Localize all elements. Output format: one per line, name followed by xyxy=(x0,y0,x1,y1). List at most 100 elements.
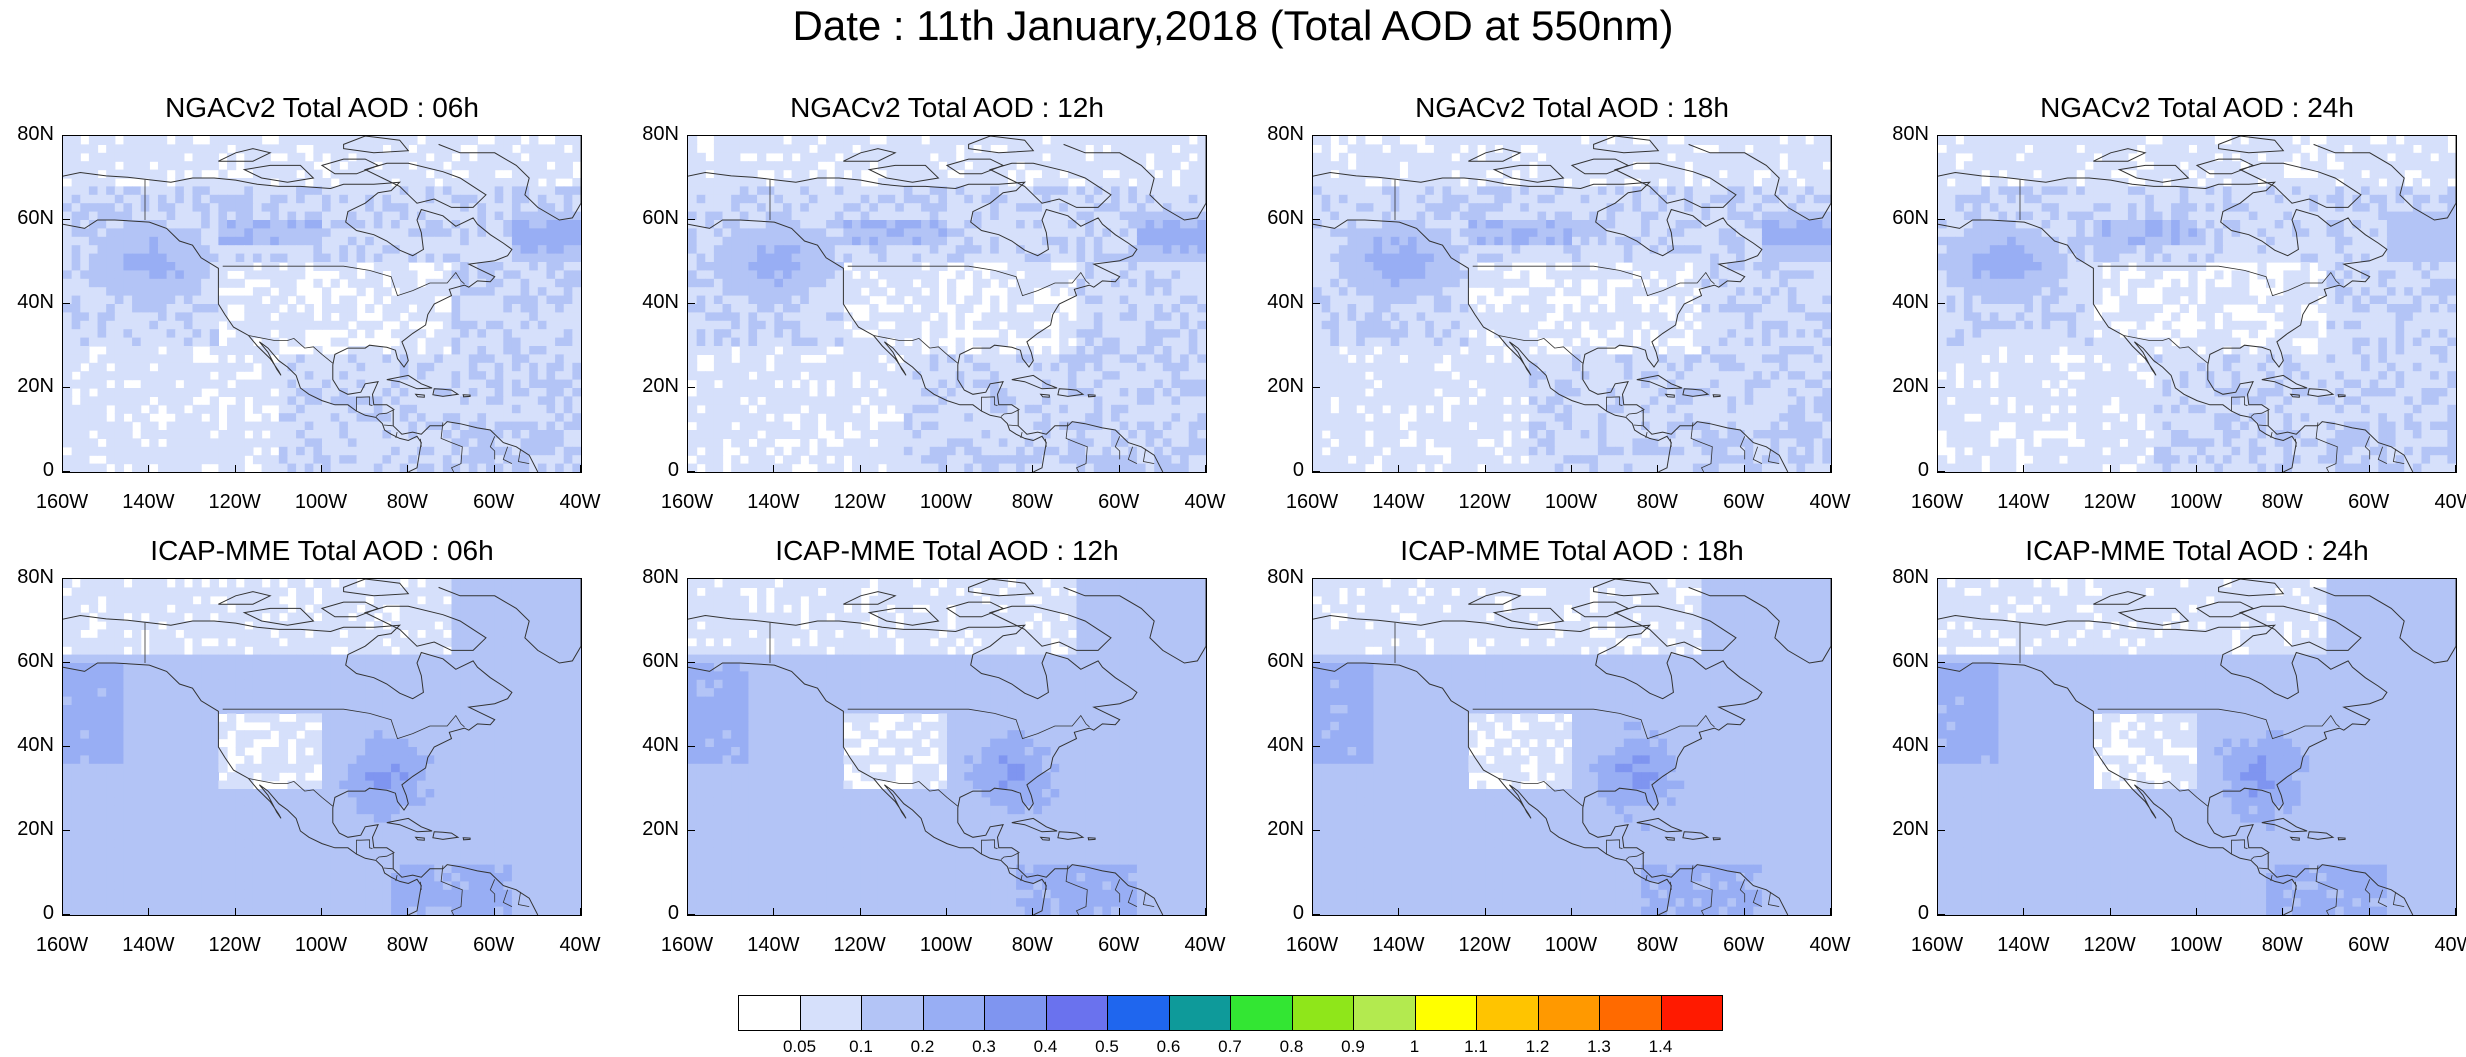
colorbar-box xyxy=(1169,995,1232,1031)
lat-tick-label: 80N xyxy=(631,123,679,146)
lat-tick-label: 0 xyxy=(631,459,679,482)
panel-title: ICAP-MME Total AOD : 24h xyxy=(1937,535,2457,567)
lat-tick xyxy=(62,746,70,747)
lon-tick xyxy=(1657,908,1658,916)
lon-tick-label: 140W xyxy=(1363,491,1433,514)
lat-tick xyxy=(687,830,695,831)
lon-tick xyxy=(1830,908,1831,916)
lat-tick xyxy=(1937,914,1945,915)
colorbar-label: 0.8 xyxy=(1267,1037,1317,1057)
colorbar-box xyxy=(1599,995,1662,1031)
lon-tick-label: 160W xyxy=(652,934,722,957)
aod-map xyxy=(688,136,1206,472)
map-frame xyxy=(1937,578,2457,916)
lon-tick xyxy=(2282,908,2283,916)
lat-tick-label: 20N xyxy=(631,375,679,398)
colorbar-box xyxy=(984,995,1047,1031)
lon-tick-label: 80W xyxy=(2247,491,2317,514)
lat-tick xyxy=(1937,135,1945,136)
colorbar-label: 1.3 xyxy=(1574,1037,1624,1057)
lat-tick xyxy=(687,303,695,304)
lat-tick-label: 40N xyxy=(6,291,54,314)
lat-tick-label: 0 xyxy=(631,902,679,925)
lon-tick xyxy=(1937,465,1938,473)
colorbar-label: 0.3 xyxy=(959,1037,1009,1057)
lon-tick xyxy=(2196,908,2197,916)
lat-tick-label: 20N xyxy=(1256,818,1304,841)
lat-tick xyxy=(1312,303,1320,304)
lat-tick-label: 40N xyxy=(1881,291,1929,314)
colorbar-label: 0.9 xyxy=(1328,1037,1378,1057)
lon-tick-label: 40W xyxy=(545,491,615,514)
lat-tick xyxy=(687,387,695,388)
lat-tick xyxy=(1312,914,1320,915)
lat-tick-label: 40N xyxy=(631,734,679,757)
lon-tick-label: 60W xyxy=(459,934,529,957)
lon-tick-label: 80W xyxy=(1622,491,1692,514)
lon-tick-label: 80W xyxy=(1622,934,1692,957)
lat-tick-label: 0 xyxy=(1256,902,1304,925)
lon-tick xyxy=(1398,908,1399,916)
lat-tick-label: 60N xyxy=(1256,650,1304,673)
lat-tick-label: 20N xyxy=(1881,818,1929,841)
colorbar-label: 1.2 xyxy=(1513,1037,1563,1057)
lon-tick-label: 60W xyxy=(1709,934,1779,957)
lon-tick xyxy=(1657,465,1658,473)
lat-tick xyxy=(687,135,695,136)
lat-tick-label: 60N xyxy=(631,207,679,230)
lat-tick xyxy=(687,578,695,579)
colorbar-box xyxy=(1476,995,1539,1031)
colorbar-box xyxy=(1107,995,1170,1031)
colorbar-label: 0.7 xyxy=(1205,1037,1255,1057)
lon-tick-label: 40W xyxy=(2420,934,2466,957)
lon-tick xyxy=(2110,465,2111,473)
lon-tick-label: 100W xyxy=(2161,491,2231,514)
lon-tick xyxy=(2023,465,2024,473)
aod-field xyxy=(688,579,1206,915)
lon-tick xyxy=(687,908,688,916)
lon-tick-label: 80W xyxy=(997,934,1067,957)
lat-tick-label: 80N xyxy=(1256,123,1304,146)
lon-tick-label: 120W xyxy=(200,491,270,514)
colorbar-label: 0.2 xyxy=(898,1037,948,1057)
lon-tick xyxy=(1830,465,1831,473)
lon-tick-label: 140W xyxy=(113,491,183,514)
lon-tick xyxy=(2455,465,2456,473)
lat-tick xyxy=(62,303,70,304)
lon-tick-label: 40W xyxy=(1170,934,1240,957)
lat-tick xyxy=(1937,746,1945,747)
lon-tick-label: 160W xyxy=(27,934,97,957)
lat-tick-label: 40N xyxy=(6,734,54,757)
lon-tick-label: 60W xyxy=(2334,934,2404,957)
lat-tick-label: 80N xyxy=(1881,566,1929,589)
lon-tick xyxy=(2369,465,2370,473)
lon-tick xyxy=(580,465,581,473)
lon-tick xyxy=(580,908,581,916)
lat-tick-label: 20N xyxy=(6,375,54,398)
lat-tick-label: 40N xyxy=(1256,734,1304,757)
lon-tick xyxy=(687,465,688,473)
map-frame xyxy=(687,578,1207,916)
lon-tick xyxy=(773,465,774,473)
aod-field xyxy=(1938,579,2456,915)
lat-tick xyxy=(687,471,695,472)
lat-tick xyxy=(62,387,70,388)
lon-tick xyxy=(2196,465,2197,473)
lon-tick xyxy=(1485,908,1486,916)
lon-tick xyxy=(494,908,495,916)
colorbar-label: 0.1 xyxy=(836,1037,886,1057)
colorbar-box xyxy=(1415,995,1478,1031)
lon-tick-label: 100W xyxy=(2161,934,2231,957)
colorbar-box xyxy=(1538,995,1601,1031)
map-frame xyxy=(687,135,1207,473)
lon-tick xyxy=(1398,465,1399,473)
aod-field xyxy=(1313,136,1831,472)
lon-tick xyxy=(148,908,149,916)
lon-tick-label: 120W xyxy=(1450,934,1520,957)
lon-tick-label: 120W xyxy=(2075,934,2145,957)
lon-tick-label: 140W xyxy=(1988,491,2058,514)
colorbar-box xyxy=(861,995,924,1031)
lon-tick-label: 100W xyxy=(911,491,981,514)
